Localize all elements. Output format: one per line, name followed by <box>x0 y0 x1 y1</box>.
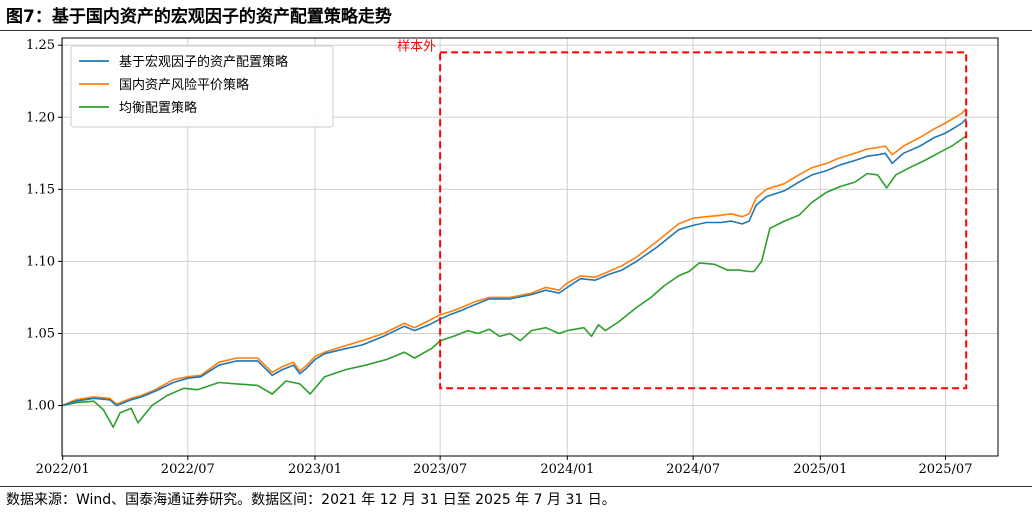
x-tick-label: 2024/01 <box>540 462 594 477</box>
x-tick: 2024/07 <box>666 456 720 477</box>
x-tick: 2023/07 <box>413 456 467 477</box>
legend-entry: 基于宏观因子的资产配置策略 <box>79 54 288 70</box>
y-tick-label: 1.15 <box>26 182 55 197</box>
y-tick-label: 1.00 <box>26 399 55 414</box>
x-tick-label: 2025/07 <box>918 462 972 477</box>
y-tick-label: 1.10 <box>26 254 55 269</box>
x-tick-label: 2022/01 <box>36 462 90 477</box>
x-tick-label: 2022/07 <box>161 462 215 477</box>
x-tick: 2022/07 <box>161 456 215 477</box>
legend-label: 基于宏观因子的资产配置策略 <box>119 54 288 70</box>
y-tick: 1.05 <box>26 326 62 341</box>
x-tick-label: 2025/01 <box>793 462 847 477</box>
x-tick: 2025/01 <box>793 456 847 477</box>
y-tick: 1.15 <box>26 182 62 197</box>
legend-box <box>70 45 334 128</box>
x-tick-label: 2024/07 <box>666 462 720 477</box>
plot-frame <box>61 37 999 457</box>
x-tick: 2025/07 <box>918 456 972 477</box>
legend-label: 国内资产风险平价策略 <box>119 77 249 93</box>
y-tick: 1.20 <box>26 110 62 125</box>
title-divider <box>0 30 1032 31</box>
series-line <box>61 135 967 429</box>
series-line <box>61 118 967 407</box>
y-tick: 1.25 <box>26 38 62 53</box>
legend-entry: 国内资产风险平价策略 <box>79 77 249 93</box>
legend-label: 均衡配置策略 <box>119 100 197 116</box>
series-line <box>61 108 967 407</box>
source-divider <box>0 486 1032 487</box>
source-note: 数据来源：Wind、国泰海通证券研究。数据区间：2021 年 12 月 31 日… <box>6 492 616 508</box>
y-axis-ticks: 1.00 1.05 1.10 1.15 1.20 1.25 <box>26 38 62 414</box>
figure-title: 图7：基于国内资产的宏观因子的资产配置策略走势 <box>6 7 392 27</box>
y-tick-label: 1.25 <box>26 38 55 53</box>
x-tick: 2023/01 <box>288 456 342 477</box>
y-tick: 1.10 <box>26 254 62 269</box>
y-tick-label: 1.05 <box>26 326 55 341</box>
x-tick-label: 2023/01 <box>288 462 342 477</box>
out-of-sample-label: 样本外 <box>397 39 436 54</box>
y-tick-label: 1.20 <box>26 110 55 125</box>
x-tick: 2022/01 <box>36 456 90 477</box>
y-tick: 1.00 <box>26 399 62 414</box>
out-of-sample-region: 样本外 <box>397 39 968 390</box>
x-tick-label: 2023/07 <box>413 462 467 477</box>
legend-entry: 均衡配置策略 <box>79 100 197 116</box>
out-of-sample-box <box>439 51 968 390</box>
x-tick: 2024/01 <box>540 456 594 477</box>
x-axis-ticks: 2022/01 2022/07 2023/01 2023/07 2024/01 2024/… <box>36 456 972 477</box>
grid-lines <box>62 38 998 456</box>
series-lines <box>61 108 967 429</box>
